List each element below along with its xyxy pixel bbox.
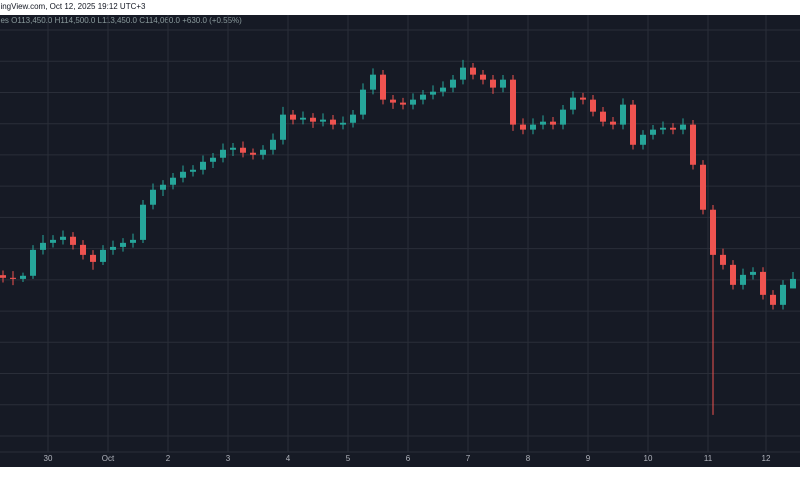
candle-body bbox=[380, 74, 386, 100]
candle-body bbox=[120, 242, 126, 247]
candle-body bbox=[560, 109, 566, 125]
candle-body bbox=[30, 249, 36, 276]
candle-body bbox=[170, 177, 176, 185]
candle-body bbox=[300, 117, 306, 120]
candle-body bbox=[180, 171, 186, 178]
candle-body bbox=[530, 124, 536, 130]
candle-body bbox=[750, 271, 756, 275]
candle-body bbox=[510, 79, 516, 125]
candle-body bbox=[430, 91, 436, 95]
candle-body bbox=[680, 124, 686, 130]
candle-body bbox=[650, 129, 656, 135]
candle-body bbox=[80, 244, 86, 255]
candle-body bbox=[50, 239, 56, 243]
candle-body bbox=[260, 149, 266, 155]
candle-body bbox=[320, 119, 326, 122]
x-tick-label: 5 bbox=[346, 454, 351, 463]
x-tick-label: 12 bbox=[762, 454, 771, 463]
x-tick-label: 2 bbox=[166, 454, 171, 463]
x-tick-label: 11 bbox=[704, 454, 713, 463]
candle-body bbox=[190, 169, 196, 172]
x-tick-label: Oct bbox=[102, 454, 115, 463]
candle-body bbox=[690, 124, 696, 165]
top-bar bbox=[0, 0, 800, 15]
candle-body bbox=[420, 94, 426, 100]
x-tick-label: 10 bbox=[644, 454, 653, 463]
candle-body bbox=[240, 147, 246, 153]
candle-body bbox=[620, 104, 626, 125]
chart-title: dingView.com, Oct 12, 2025 19:12 UTC+3 bbox=[0, 2, 146, 11]
candle-body bbox=[770, 294, 776, 305]
candle-body bbox=[400, 102, 406, 105]
x-tick-label: 4 bbox=[286, 454, 291, 463]
candle-body bbox=[710, 209, 716, 255]
x-tick-label: 9 bbox=[586, 454, 591, 463]
x-tick-label: 8 bbox=[526, 454, 531, 463]
candle-body bbox=[630, 104, 636, 145]
candle-body bbox=[660, 127, 666, 130]
candle-body bbox=[210, 157, 216, 162]
candle-body bbox=[60, 236, 66, 240]
candle-body bbox=[20, 275, 26, 279]
candle-body bbox=[350, 114, 356, 123]
candle-body bbox=[500, 79, 506, 88]
candle-body bbox=[760, 271, 766, 295]
candle-body bbox=[290, 114, 296, 120]
candle-body bbox=[540, 121, 546, 125]
candle-body bbox=[130, 239, 136, 243]
candle-body bbox=[90, 254, 96, 262]
candle-body bbox=[600, 111, 606, 122]
candle-body bbox=[610, 121, 616, 125]
candle-body bbox=[790, 278, 796, 289]
candle-body bbox=[440, 87, 446, 92]
candle-body bbox=[200, 161, 206, 170]
candle-body bbox=[780, 284, 786, 305]
candle-body bbox=[570, 97, 576, 110]
x-tick-label: 3 bbox=[226, 454, 231, 463]
candle-body bbox=[370, 74, 376, 90]
candle-body bbox=[590, 99, 596, 112]
candle-body bbox=[0, 275, 6, 278]
candle-body bbox=[730, 264, 736, 285]
chart-background bbox=[0, 15, 800, 467]
ohlc-legend: ues O113,450.0 H114,500.0 L113,450.0 C11… bbox=[0, 16, 242, 25]
candle-body bbox=[70, 236, 76, 245]
candle-body bbox=[280, 114, 286, 140]
candle-body bbox=[10, 277, 16, 279]
x-tick-label: 7 bbox=[466, 454, 471, 463]
candle-body bbox=[480, 74, 486, 80]
candle-body bbox=[310, 117, 316, 122]
candle-body bbox=[640, 134, 646, 145]
candle-body bbox=[220, 149, 226, 158]
candle-body bbox=[740, 274, 746, 285]
candle-body bbox=[230, 147, 236, 150]
candle-body bbox=[150, 189, 156, 205]
candle-body bbox=[520, 124, 526, 130]
candle-body bbox=[580, 97, 586, 100]
candle-body bbox=[40, 242, 46, 250]
candle-body bbox=[330, 119, 336, 125]
candle-body bbox=[140, 204, 146, 240]
candle-body bbox=[270, 139, 276, 150]
candle-body bbox=[700, 164, 706, 210]
candle-body bbox=[470, 67, 476, 75]
candle-body bbox=[490, 79, 496, 88]
candle-body bbox=[250, 152, 256, 155]
x-tick-label: 6 bbox=[406, 454, 411, 463]
candle-body bbox=[390, 99, 396, 103]
candle-body bbox=[550, 121, 556, 125]
candle-body bbox=[160, 184, 166, 190]
candle-body bbox=[450, 79, 456, 88]
candle-body bbox=[100, 249, 106, 262]
candle-body bbox=[360, 89, 366, 115]
x-tick-label: 30 bbox=[44, 454, 53, 463]
candle-body bbox=[720, 254, 726, 265]
candle-body bbox=[110, 246, 116, 250]
candle-body bbox=[340, 122, 346, 125]
candle-body bbox=[410, 99, 416, 105]
candle-body bbox=[460, 67, 466, 80]
candle-body bbox=[670, 127, 676, 130]
